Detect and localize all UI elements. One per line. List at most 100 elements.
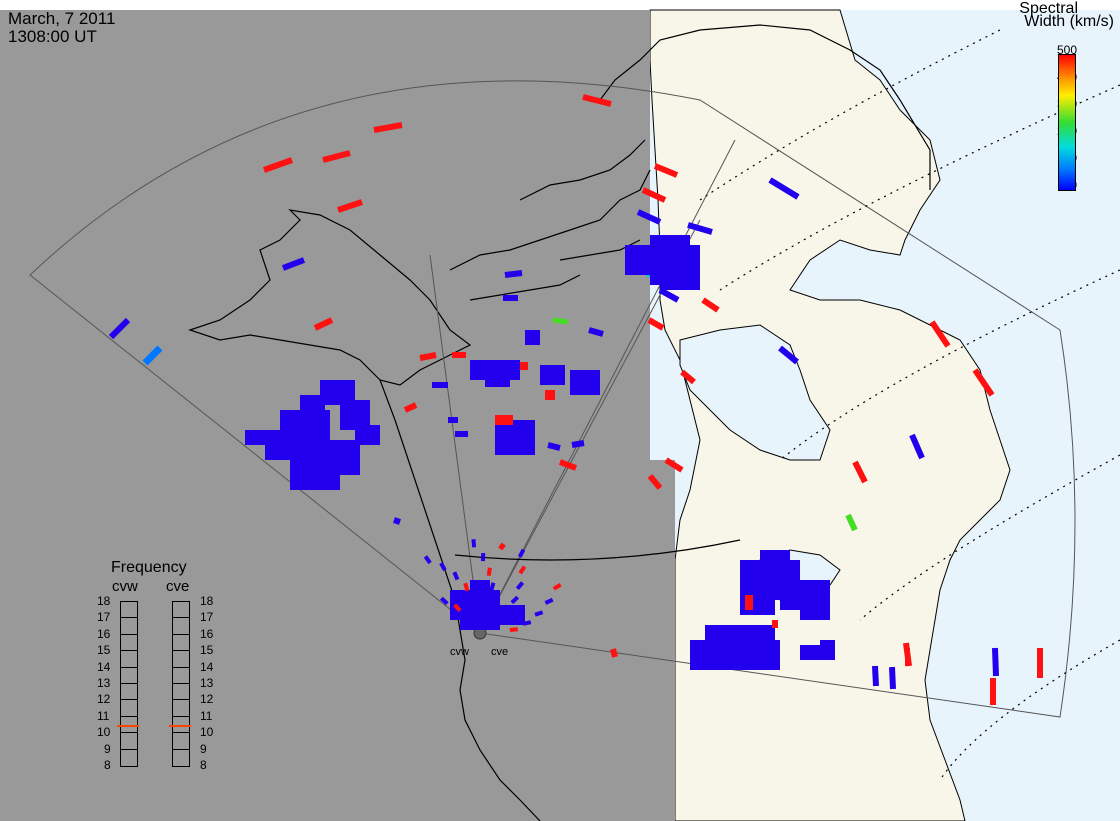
radar-echo: [489, 582, 496, 592]
frequency-tick: 14: [97, 659, 111, 674]
radar-echo: [142, 345, 163, 366]
radar-echo: [872, 665, 879, 687]
radar-echo: [313, 317, 334, 331]
radar-echo: [552, 317, 569, 325]
radar-echo-cluster: [300, 395, 325, 410]
radar-echo: [337, 199, 363, 213]
radar-echo: [509, 627, 519, 632]
radar-echo-cluster: [745, 595, 753, 610]
radar-echo: [393, 517, 401, 525]
radar-echo: [653, 163, 679, 178]
radar-echo: [852, 460, 868, 484]
site-label-cve: cve: [491, 646, 509, 658]
radar-echo-cluster: [485, 375, 510, 387]
radar-echo-cluster: [905, 648, 910, 666]
frequency-title: Frequency: [111, 559, 187, 576]
radar-echo: [504, 270, 523, 278]
radar-echo: [972, 368, 995, 397]
alaska-coast: [188, 209, 472, 386]
radar-echo-cluster: [470, 580, 490, 600]
radar-echo-cluster: [540, 365, 565, 385]
radar-echo: [687, 222, 713, 235]
colorbar: [1058, 54, 1076, 191]
radar-echo: [518, 548, 526, 558]
frequency-cell: [121, 684, 137, 701]
frequency-cell: [173, 750, 189, 766]
radar-echo: [909, 433, 925, 460]
radar-echo: [558, 459, 578, 471]
frequency-cell: [173, 717, 189, 734]
frequency-cell: [173, 618, 189, 635]
radar-echo: [588, 327, 604, 337]
frequency-cell: [121, 750, 137, 766]
radar-echo: [547, 442, 561, 451]
frequency-cell: [121, 700, 137, 717]
frequency-tick: 17: [200, 610, 214, 625]
radar-echo-cluster: [772, 620, 778, 628]
radar-echo: [992, 647, 999, 677]
radar-echo-cluster: [495, 605, 525, 625]
frequency-tick: 18: [97, 594, 111, 608]
radar-echo-cluster: [800, 600, 830, 620]
radar-echo: [647, 317, 665, 331]
color-legend: Spectral Width (km/s) 500 400 300 200 10…: [1000, 0, 1120, 200]
radar-echo: [423, 555, 432, 565]
radar-echo: [571, 440, 585, 448]
frequency-tick: 11: [97, 708, 110, 723]
frequency-tick: 9: [200, 741, 207, 756]
radar-echo: [262, 157, 294, 173]
radar-echo: [498, 542, 506, 551]
frequency-column-cvw: [120, 601, 138, 767]
frequency-tick: 13: [200, 676, 214, 690]
radar-echo: [471, 595, 477, 604]
radar-echo: [439, 596, 449, 606]
radar-fov: [29, 80, 1076, 718]
frequency-cell: [173, 668, 189, 684]
title-date: March, 7 2011: [8, 9, 116, 28]
channel-label-cvw: cvw: [112, 578, 138, 595]
radar-echo: [486, 567, 492, 576]
radar-echo: [373, 122, 403, 133]
legend-title-line2: Width (km/s): [1024, 13, 1114, 30]
frequency-selected-marker: [169, 724, 191, 727]
frequency-tick: 8: [104, 758, 111, 772]
radar-echo: [522, 620, 532, 626]
frequency-cell: [173, 651, 189, 668]
radar-echo-cluster: [460, 600, 500, 630]
radar-echo: [453, 603, 462, 612]
radar-echo-cluster: [690, 640, 780, 670]
radar-echo: [281, 257, 306, 271]
radar-echo: [664, 457, 684, 473]
radar-echo: [502, 608, 512, 617]
frequency-cell: [121, 602, 137, 619]
frequency-tick: 11: [200, 708, 213, 723]
latitude-grid: [699, 29, 1120, 781]
radar-echo: [452, 571, 460, 581]
site-label-cvw: cvw: [450, 646, 469, 658]
frequency-tick: 15: [200, 643, 214, 658]
radar-echo: [515, 581, 525, 590]
frequency-cell: [121, 733, 137, 750]
frequency-cell: [121, 717, 137, 734]
frequency-tick: 15: [97, 643, 111, 658]
frequency-tick: 17: [97, 610, 111, 625]
frequency-tick: 10: [97, 725, 111, 740]
radar-echo-cluster: [355, 425, 380, 445]
radar-echo-cluster: [340, 455, 360, 475]
frequency-cell: [173, 733, 189, 750]
radar-echo: [510, 595, 520, 605]
radar-echo-cluster: [570, 370, 600, 395]
radar-echo: [610, 648, 618, 658]
legend-tick: 500: [1056, 43, 1077, 57]
radar-echo: [641, 187, 667, 203]
radar-echo-cluster: [495, 415, 513, 425]
radar-echo-cluster: [280, 410, 330, 440]
radar-echo-cluster: [520, 362, 528, 370]
night-side-lower: [650, 460, 675, 821]
greenland-coast: [599, 24, 931, 190]
frequency-tick: 10: [200, 725, 214, 740]
frequency-cell: [121, 635, 137, 652]
frequency-tick: 16: [200, 626, 214, 641]
radar-echo: [439, 562, 447, 572]
